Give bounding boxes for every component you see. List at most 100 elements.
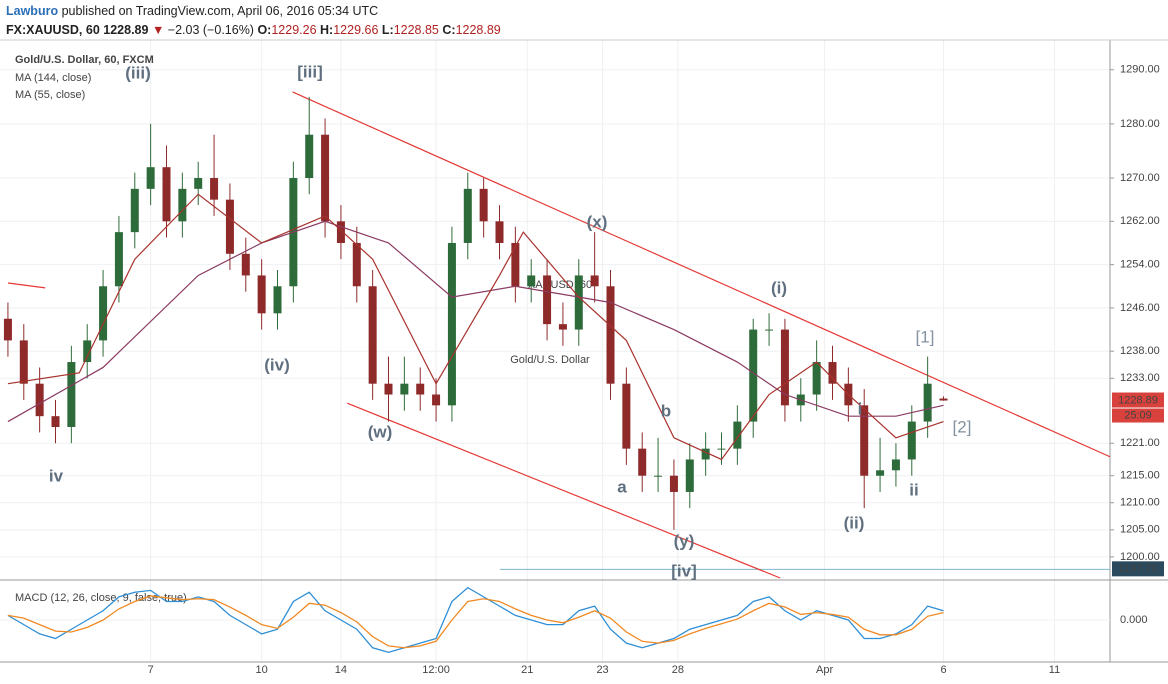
- y-tick-label: 1221.00: [1120, 437, 1160, 449]
- candle-body: [701, 448, 710, 460]
- wave-label: ii: [909, 480, 918, 499]
- candle-body: [162, 167, 171, 222]
- wave-label: i: [858, 399, 863, 418]
- candle-body: [83, 340, 92, 363]
- candle-body: [479, 188, 488, 222]
- wave-label: (ii): [844, 513, 865, 532]
- candle-body: [463, 188, 472, 243]
- wave-label: (y): [674, 531, 695, 550]
- price-badge-label: 1197.70: [1119, 563, 1158, 575]
- candle-body: [907, 421, 916, 460]
- candle-body: [35, 383, 44, 417]
- y-tick-label: 1270.00: [1120, 172, 1160, 184]
- wave-label: b: [661, 401, 671, 420]
- y-tick-label: 1205.00: [1120, 524, 1160, 536]
- x-tick-label: 6: [940, 664, 946, 676]
- candle-body: [733, 421, 742, 449]
- x-tick-label: 10: [256, 664, 268, 676]
- candle-body: [51, 416, 60, 427]
- ohlc-label: O:: [257, 23, 272, 37]
- ohlc-label: H:: [320, 23, 334, 37]
- candle-body: [130, 188, 139, 233]
- macd-line: [7, 595, 944, 649]
- candle-body: [574, 275, 583, 330]
- header: Lawburo published on TradingView.com, Ap…: [6, 2, 501, 40]
- candle-body: [669, 475, 678, 492]
- arrow: ▼: [151, 23, 165, 37]
- candle-body: [447, 242, 456, 406]
- candle-body: [194, 178, 203, 189]
- candle-body: [765, 329, 774, 331]
- x-tick-label: 23: [596, 664, 608, 676]
- x-tick-label: 14: [335, 664, 347, 676]
- legend-entry: MA (55, close): [15, 89, 85, 101]
- wave-label: (w): [368, 422, 393, 441]
- candle-body: [432, 394, 441, 406]
- trendline: [347, 402, 781, 579]
- candle-body: [606, 286, 615, 384]
- candle-body: [622, 383, 631, 449]
- candle-body: [400, 383, 409, 395]
- candle-body: [828, 362, 837, 384]
- y-tick-label: 1233.00: [1120, 372, 1160, 384]
- candle-body: [638, 448, 647, 476]
- candle-body: [939, 398, 948, 401]
- countdown-badge: [1112, 408, 1164, 423]
- published: published on TradingView.com, April 06, …: [61, 4, 379, 18]
- candle-body: [305, 134, 314, 179]
- candle-body: [114, 232, 123, 287]
- candle-body: [257, 275, 266, 314]
- y-tick-label: 1262.00: [1120, 215, 1160, 227]
- symbol: FX:XAUUSD, 60: [6, 23, 100, 37]
- wave-label: (iii): [125, 63, 151, 82]
- candle-body: [336, 221, 345, 243]
- candle-body: [146, 167, 155, 189]
- y-tick-label: 1200.00: [1120, 551, 1160, 563]
- watermark-sub: Gold/U.S. Dollar: [510, 354, 590, 366]
- wave-label: (iv): [264, 355, 290, 374]
- candle-body: [67, 362, 76, 427]
- candle-body: [812, 362, 821, 395]
- price-badge: [1112, 561, 1164, 577]
- y-tick-label: 1238.00: [1120, 345, 1160, 357]
- candle-body: [511, 242, 520, 287]
- change: −2.03 (−0.16%): [167, 23, 254, 37]
- wave-label: [iv]: [671, 561, 697, 580]
- x-tick-label: 21: [521, 664, 533, 676]
- countdown-label: 25:09: [1124, 409, 1152, 421]
- last: 1228.89: [103, 23, 149, 37]
- candle-body: [780, 329, 789, 406]
- candle-body: [685, 459, 694, 492]
- ohlc-label: C:: [442, 23, 456, 37]
- macd-line: [7, 586, 944, 654]
- y-tick-label: 1290.00: [1120, 64, 1160, 76]
- candle-body: [923, 383, 932, 422]
- quote-line: FX:XAUUSD, 60 1228.89 ▼ −2.03 (−0.16%) O…: [6, 21, 501, 40]
- candle-body: [654, 475, 663, 477]
- wave-label: (i): [771, 278, 787, 297]
- candle-body: [749, 329, 758, 422]
- candle-body: [495, 221, 504, 243]
- candle-body: [225, 199, 234, 254]
- ohlc-value: 1228.85: [393, 23, 439, 37]
- y-tick-label: 1246.00: [1120, 302, 1160, 314]
- candle-body: [352, 242, 361, 287]
- legend-entry: MA (144, close): [15, 72, 91, 84]
- candle-body: [19, 340, 28, 384]
- candle-body: [321, 134, 330, 222]
- moving-average: [7, 193, 944, 461]
- trendline: [292, 91, 1111, 458]
- candle-body: [860, 405, 869, 476]
- author[interactable]: Lawburo: [6, 4, 59, 18]
- ohlc-value: 1228.89: [455, 23, 501, 37]
- candle-body: [210, 178, 219, 200]
- wave-label: [1]: [916, 327, 935, 346]
- wave-label: (x): [587, 212, 608, 231]
- macd-title: MACD (12, 26, close, 9, false, true): [15, 592, 187, 604]
- trendline: [7, 282, 46, 289]
- candle-body: [891, 459, 900, 471]
- x-tick-label: Apr: [816, 664, 833, 676]
- wave-label: [2]: [953, 417, 972, 436]
